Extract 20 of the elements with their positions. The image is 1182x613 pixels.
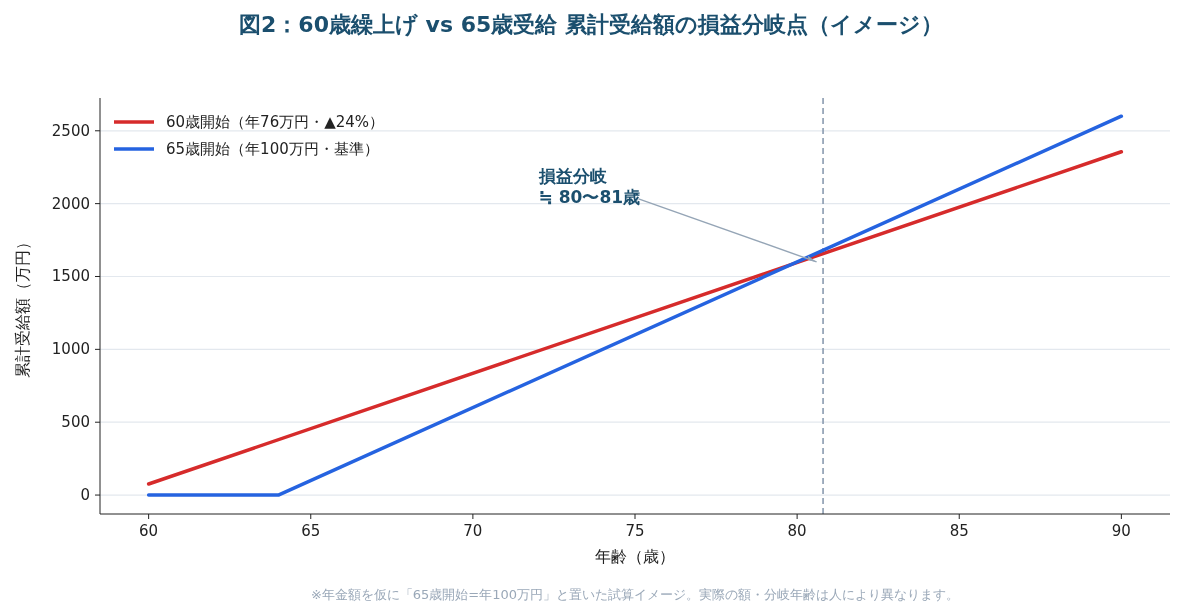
- y-tick-label: 1000: [51, 340, 90, 359]
- x-tick-label: 60: [139, 522, 159, 540]
- text: ※年金額を仮に「65歳開始=年100万円」と置いた試算イメージ。実際の額・分岐年齢は人により異なります。: [310, 587, 960, 602]
- y-tick-label: 500: [61, 413, 90, 432]
- annotation: 損益分岐 ≒ 80〜81歳: [537, 165, 641, 207]
- chart-title: 図2：60歳繰上げ vs 65歳受給 累計受給額の損益分岐点（イメージ）: [239, 12, 943, 37]
- legend-label: 65歳開始（年100万円・基準）: [166, 140, 379, 158]
- legend-label: 60歳開始（年76万円・▲24%）: [166, 113, 385, 131]
- x-axis-title: 年齢（歳）: [595, 547, 675, 566]
- x-tick-label: 85: [949, 522, 969, 540]
- x-tick-label: 90: [1111, 522, 1131, 540]
- y-axis-title: 累計受給額（万円）: [13, 234, 32, 378]
- y-tick-label: 2000: [51, 194, 90, 213]
- y-tick-label: 1500: [51, 267, 90, 286]
- x-tick-label: 80: [787, 522, 807, 540]
- x-tick-label: 65: [301, 522, 321, 540]
- x-tick-label: 75: [625, 522, 645, 540]
- y-tick-label: 2500: [51, 121, 90, 140]
- x-tick-label: 70: [463, 522, 483, 540]
- y-tick-label: 0: [80, 486, 90, 505]
